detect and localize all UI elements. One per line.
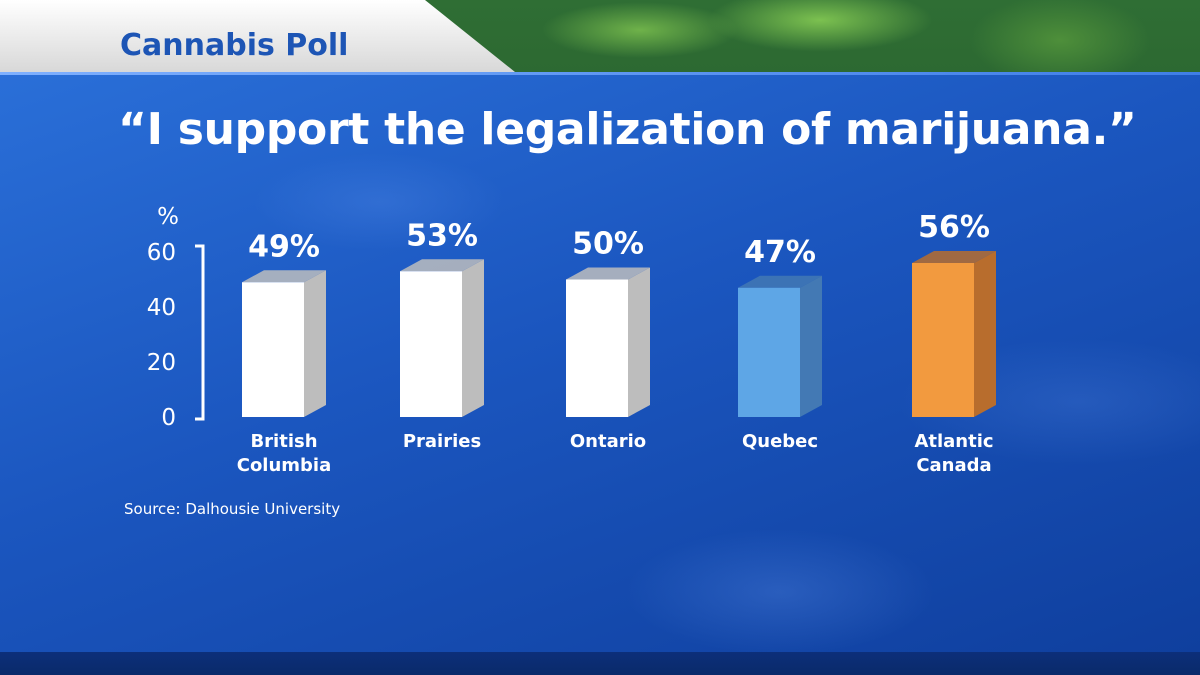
bar-side (628, 267, 650, 417)
bar (566, 279, 628, 417)
category-label: Prairies (403, 431, 481, 452)
bar-group: 50% Ontario (566, 227, 650, 452)
bottom-strip (0, 652, 1200, 675)
bar-group: 49% British Columbia (237, 229, 332, 476)
y-tick-label: 0 (161, 405, 176, 431)
y-axis-unit-label: % (157, 204, 179, 230)
tab-title: Cannabis Poll (120, 28, 349, 63)
title-tab (0, 0, 515, 72)
bar-top (566, 267, 650, 280)
bar-top (400, 259, 484, 272)
bar-side (800, 275, 822, 417)
bar-group: 47% Quebec (738, 235, 822, 452)
content-panel (0, 72, 1200, 652)
category-label: British (250, 431, 317, 452)
panel-divider (0, 72, 1200, 75)
y-tick-label: 40 (147, 295, 176, 321)
bar-side (974, 251, 996, 417)
bar (912, 263, 974, 417)
bar (738, 287, 800, 417)
category-label: Canada (916, 455, 991, 476)
y-tick-label: 60 (147, 240, 176, 266)
y-axis: % 0 20 40 60 (147, 204, 205, 431)
category-label: Atlantic (914, 431, 993, 452)
bar-top (242, 270, 326, 283)
chart-headline: “I support the legalization of marijuana… (118, 104, 1137, 155)
bar-group: 56% Atlantic Canada (912, 210, 996, 476)
bar-top (912, 251, 996, 263)
source-note: Source: Dalhousie University (124, 500, 341, 518)
category-label: Ontario (570, 431, 646, 452)
data-label: 56% (918, 210, 990, 245)
bar (242, 282, 304, 417)
y-tick-label: 20 (147, 350, 176, 376)
data-label: 53% (406, 218, 478, 253)
bar-side (462, 259, 484, 417)
y-axis-line (195, 244, 205, 421)
bar-side (304, 270, 326, 417)
data-label: 50% (572, 227, 644, 262)
category-label: Columbia (237, 455, 332, 476)
bar-top (738, 275, 822, 288)
bar (400, 271, 462, 417)
data-label: 49% (248, 229, 320, 264)
bar-group: 53% Prairies (400, 218, 484, 452)
data-label: 47% (744, 235, 816, 270)
category-label: Quebec (742, 431, 818, 452)
bars: 49% British Columbia 53% Prairies 50% Ontario 4… (237, 210, 996, 476)
